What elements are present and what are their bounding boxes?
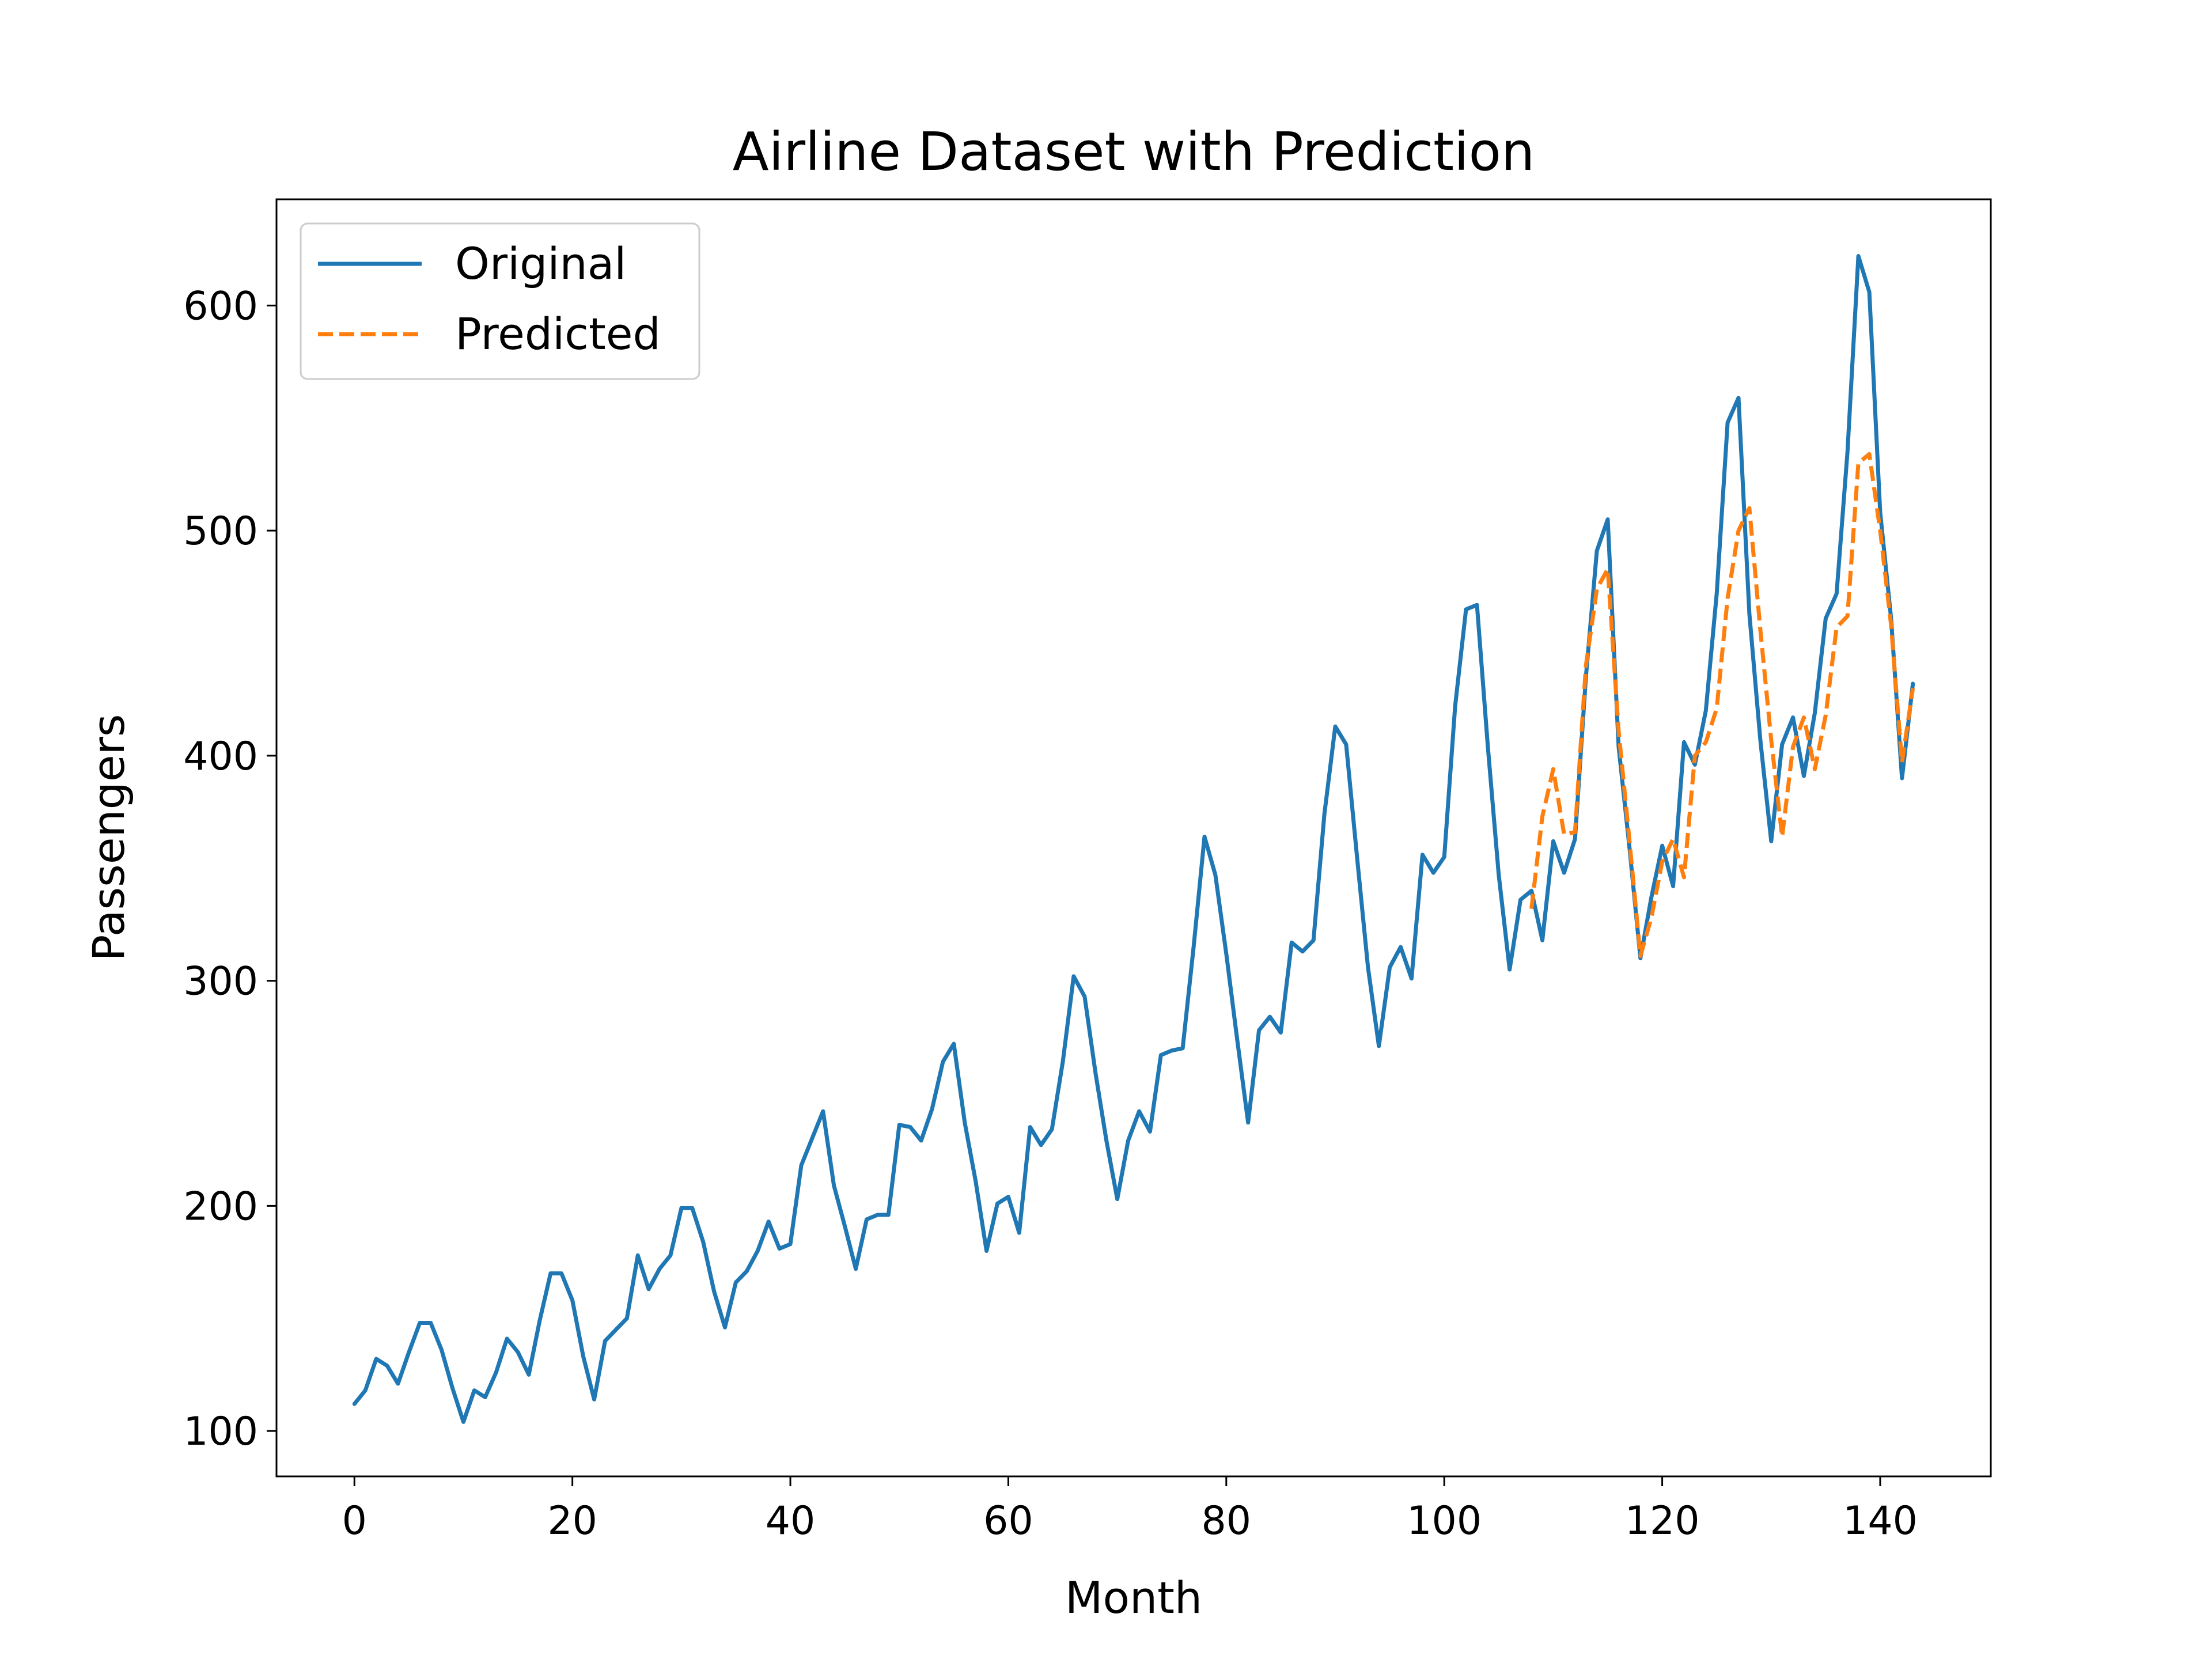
legend-label-original: Original [455, 238, 626, 289]
x-tick-label-0: 0 [342, 1498, 367, 1544]
y-tick-label-3: 400 [183, 734, 258, 779]
y-axis-label: Passengers [83, 714, 134, 961]
x-tick-label-3: 60 [983, 1498, 1033, 1544]
y-tick-label-4: 500 [183, 509, 258, 554]
y-tick-label-5: 600 [183, 283, 258, 329]
y-tick-label-1: 200 [183, 1184, 258, 1229]
x-axis-label: Month [1065, 1572, 1202, 1623]
series-layer [352, 254, 1915, 1424]
x-tick-label-6: 120 [1625, 1498, 1700, 1544]
y-tick-label-0: 100 [183, 1409, 258, 1455]
x-tick-label-7: 140 [1843, 1498, 1918, 1544]
x-tick-label-4: 80 [1202, 1498, 1252, 1544]
series-line-predicted [1529, 452, 1915, 959]
axes-frame [275, 198, 1992, 1478]
y-axis: 100 200 300 400 500 600 [183, 283, 276, 1455]
chart-title: Airline Dataset with Prediction [733, 121, 1535, 183]
x-tick-label-5: 100 [1407, 1498, 1482, 1544]
x-tick-label-1: 20 [547, 1498, 597, 1544]
legend-label-predicted: Predicted [455, 308, 661, 359]
x-tick-label-2: 40 [766, 1498, 816, 1544]
legend: Original Predicted [300, 222, 700, 380]
y-tick-label-2: 300 [183, 959, 258, 1005]
series-line-original [352, 254, 1915, 1424]
x-axis: 0 20 40 60 80 100 120 140 [342, 1476, 1918, 1544]
